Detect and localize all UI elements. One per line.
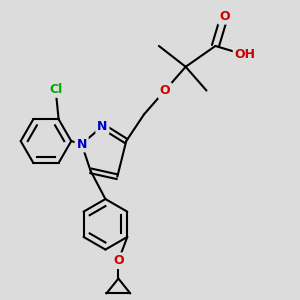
Text: N: N <box>76 138 87 151</box>
Text: O: O <box>160 84 170 97</box>
Text: O: O <box>113 254 124 267</box>
Text: N: N <box>97 120 108 133</box>
Text: OH: OH <box>235 48 256 62</box>
Text: Cl: Cl <box>49 83 62 96</box>
Text: O: O <box>219 10 230 23</box>
